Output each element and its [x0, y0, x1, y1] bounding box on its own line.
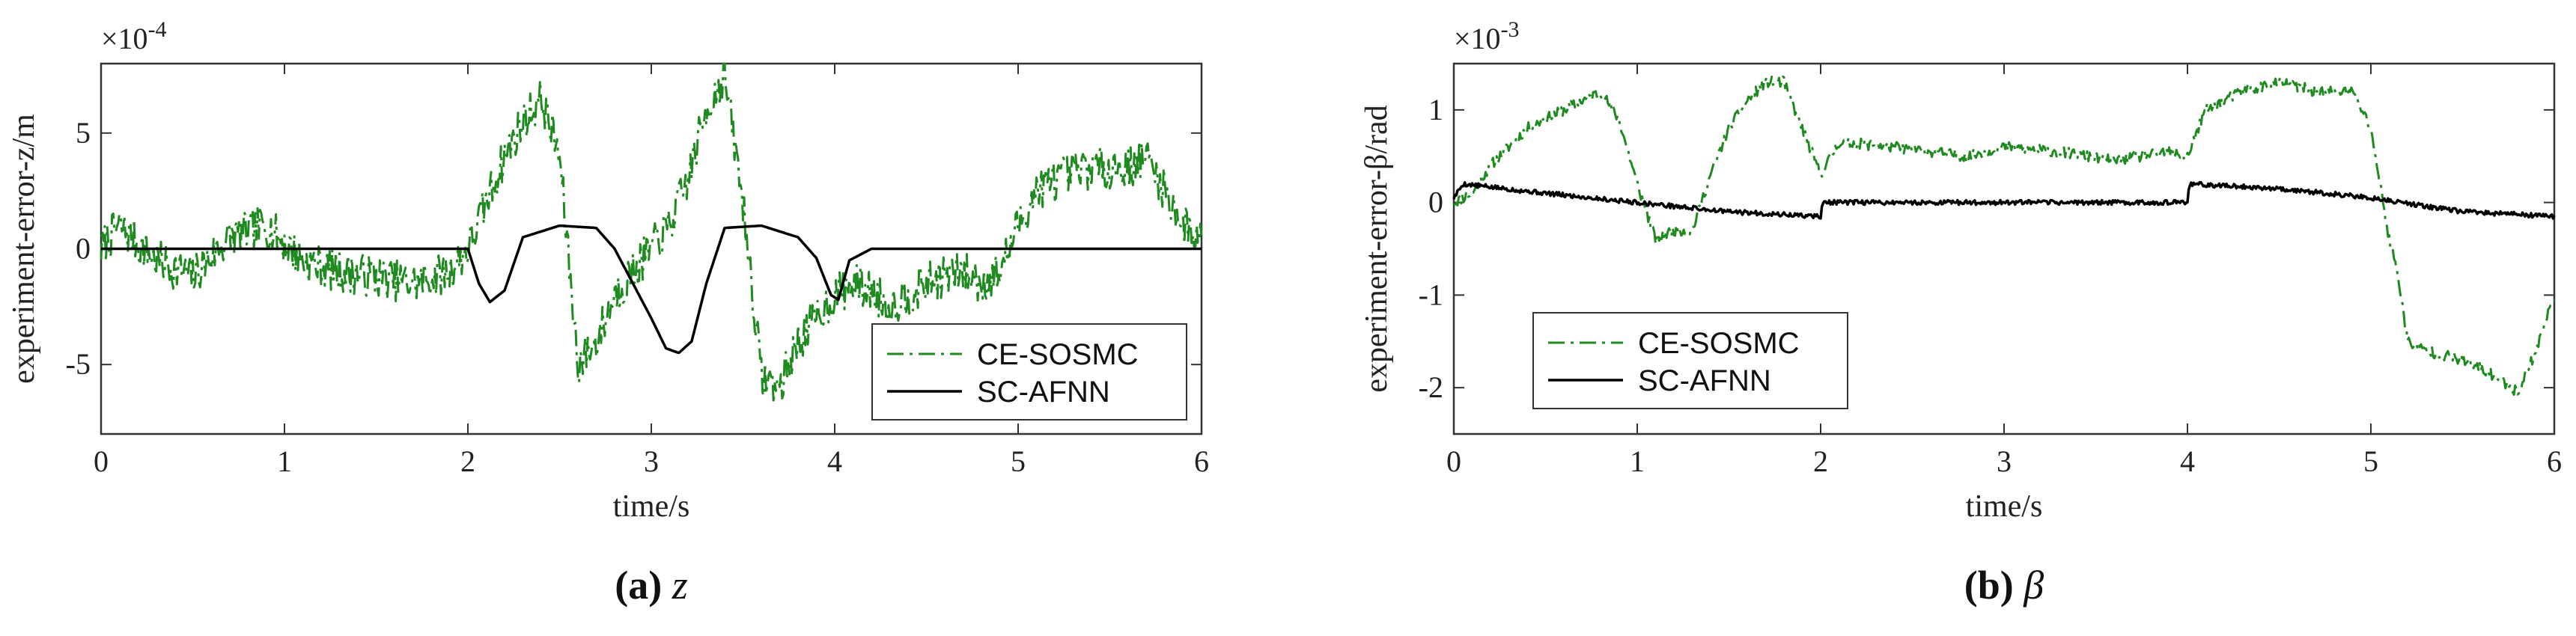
chart-b-x-tick-label: 3 [1997, 444, 2012, 478]
chart-a-x-tick-label: 2 [460, 444, 475, 478]
chart-a-y-tick-label: 5 [76, 116, 91, 150]
chart-a-legend-box [871, 323, 1187, 421]
chart-b-x-ticks: 0 1 2 3 4 5 6 [1446, 64, 2562, 478]
chart-b-line-ce-sosmc [1453, 76, 2555, 396]
chart-b-y-tick-label: -2 [1419, 370, 1443, 404]
chart-a-x-tick-label: 1 [277, 444, 292, 478]
chart-b: -2 -1 0 1 0 1 2 3 4 5 6 ×10-3 experiment-error-β/… [1359, 17, 2562, 608]
chart-b-multiplier: ×10-3 [1454, 17, 1520, 55]
chart-a-multiplier: ×10-4 [101, 17, 167, 55]
chart-a-legend-label-ce-sosmc: CE-SOSMC [977, 338, 1139, 371]
chart-b-x-tick-label: 0 [1446, 444, 1461, 478]
chart-a-line-sc-afnn [100, 224, 1202, 355]
chart-b-y-tick-label: -1 [1419, 278, 1443, 311]
chart-b-y-tick-label: 0 [1428, 186, 1443, 219]
chart-b-x-tick-label: 4 [2180, 444, 2195, 478]
chart-b-y-axis-label: experiment-error-β/rad [1359, 105, 1394, 392]
chart-b-y-ticks: -2 -1 0 1 [1419, 93, 2554, 404]
chart-b-line-sc-afnn [1452, 180, 2556, 220]
chart-a-x-ticks: 0 1 2 3 4 5 6 [94, 64, 1209, 478]
chart-b-x-tick-label: 5 [2363, 444, 2378, 478]
chart-a-x-tick-label: 3 [644, 444, 659, 478]
chart-b-legend: CE-SOSMC SC-AFNN [1532, 312, 1848, 409]
chart-a-series [100, 62, 1203, 405]
chart-a-caption: (a) z [615, 563, 687, 608]
chart-a-x-tick-label: 5 [1011, 444, 1026, 478]
chart-b-y-tick-label: 1 [1428, 93, 1443, 126]
chart-a-legend: CE-SOSMC SC-AFNN [871, 323, 1187, 421]
chart-a-y-tick-label: 0 [76, 232, 91, 266]
chart-a-x-axis-label: time/s [613, 489, 690, 524]
chart-b-series [1452, 76, 2556, 396]
chart-a-y-axis-label: experiment-error-z/m [7, 114, 41, 384]
chart-a-legend-label-sc-afnn: SC-AFNN [977, 376, 1110, 409]
chart-b-legend-box [1532, 312, 1848, 409]
chart-b-x-tick-label: 6 [2547, 444, 2562, 478]
chart-a-y-tick-label: -5 [66, 347, 91, 381]
chart-b-x-tick-label: 1 [1630, 444, 1645, 478]
chart-a-x-tick-label: 4 [827, 444, 842, 478]
chart-b-x-axis-label: time/s [1966, 489, 2043, 524]
chart-b-x-tick-label: 2 [1813, 444, 1828, 478]
chart-b-legend-label-ce-sosmc: CE-SOSMC [1638, 327, 1800, 360]
chart-a-x-tick-label: 6 [1194, 444, 1209, 478]
chart-a-x-tick-label: 0 [94, 444, 109, 478]
chart-b-caption: (b) β [1964, 563, 2044, 608]
chart-a-line-ce-sosmc [100, 62, 1203, 405]
chart-a-y-ticks: -5 0 5 [66, 116, 1202, 381]
chart-b-legend-label-sc-afnn: SC-AFNN [1638, 364, 1771, 397]
